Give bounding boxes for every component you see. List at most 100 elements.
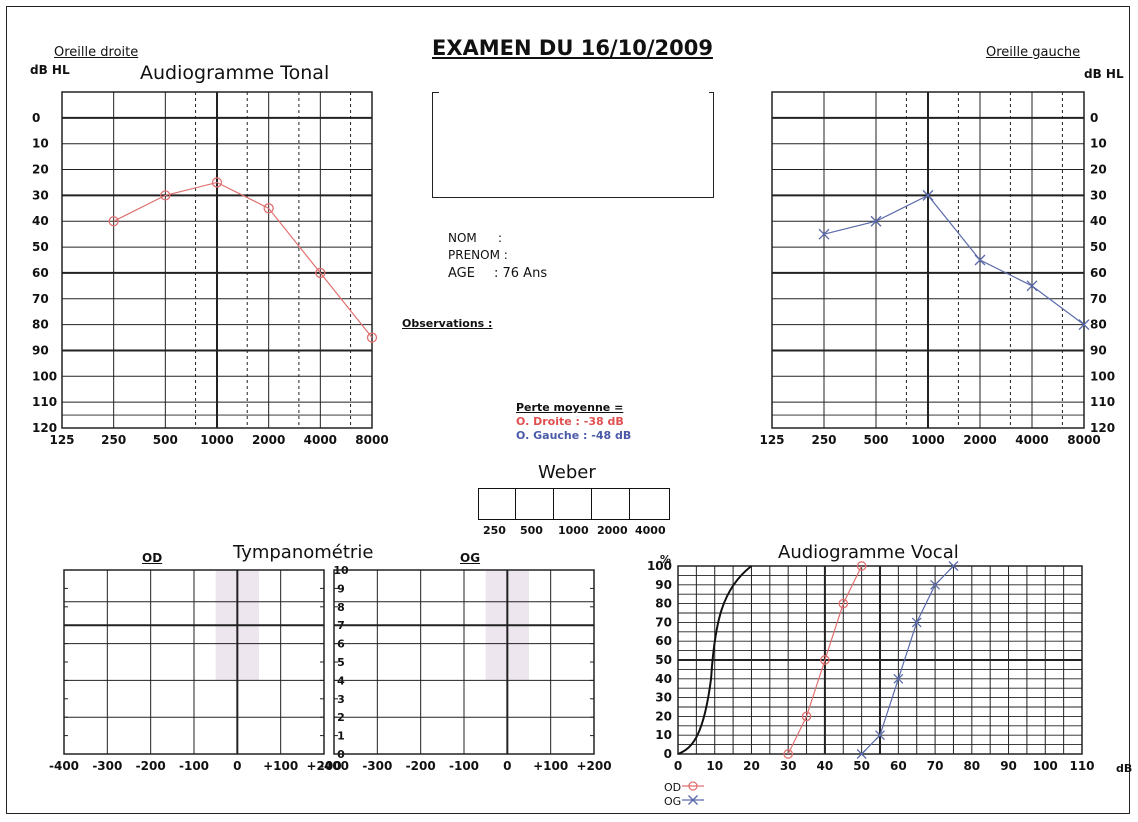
od-ytick-10: 10 <box>32 137 49 151</box>
weber-freq-1000: 1000 <box>558 524 589 537</box>
og-xtick-1000: 1000 <box>911 433 944 447</box>
og-point-1000 <box>922 189 934 201</box>
od-tympano-xtick--100: -100 <box>179 759 209 773</box>
od-xtick-250: 250 <box>101 433 126 447</box>
vocal-OD-point-45 <box>838 598 849 609</box>
weber-freq-500: 500 <box>520 524 543 537</box>
vocal-ytick-10: 10 <box>655 728 672 742</box>
og-ytick-110: 110 <box>1090 395 1115 409</box>
og-xtick-250: 250 <box>811 433 836 447</box>
weber-cell-500 <box>516 488 554 520</box>
og-ytick-10: 10 <box>1090 137 1107 151</box>
og-ytick-70: 70 <box>1090 292 1107 306</box>
vocal-OG-point-60 <box>893 673 904 684</box>
vocal-OD-point-50 <box>856 561 867 571</box>
od-ytick-60: 60 <box>32 266 49 280</box>
og-ytick-40: 40 <box>1090 214 1107 228</box>
vocal-xtick-10: 10 <box>706 759 723 773</box>
od-xtick-8000: 8000 <box>355 433 388 447</box>
og-xtick-2000: 2000 <box>963 433 996 447</box>
observations-label: Observations : <box>402 317 493 330</box>
vocal-OD-point-35 <box>801 711 812 722</box>
og-xtick-125: 125 <box>759 433 784 447</box>
perte-title: Perte moyenne = <box>516 401 624 414</box>
og-tympano-xtick--300: -300 <box>362 759 392 773</box>
od-xtick-2000: 2000 <box>252 433 285 447</box>
unit-left: dB HL <box>30 63 70 77</box>
legend-og-label: OG <box>664 795 682 808</box>
tympano-title: Tympanométrie <box>233 542 374 563</box>
od-tympano-ytick-3: 3 <box>337 693 345 706</box>
page-title: EXAMEN DU 16/10/2009 <box>432 36 713 60</box>
vocal-y-unit: % <box>660 553 672 566</box>
od-tympano-xtick-+200: +200 <box>306 759 341 773</box>
od-ytick-20: 20 <box>32 163 49 177</box>
vocal-xtick-110: 110 <box>1069 759 1094 773</box>
od-point-250 <box>108 216 119 227</box>
oreille-gauche-label: Oreille gauche <box>986 45 1081 60</box>
vocal-OD-point-30 <box>783 749 794 759</box>
vocal-xtick-100: 100 <box>1033 759 1058 773</box>
od-tympano-ytick-8: 8 <box>337 601 345 614</box>
vocal-xtick-40: 40 <box>817 759 834 773</box>
vocal-xtick-90: 90 <box>1000 759 1017 773</box>
legend-od-marker <box>688 781 698 791</box>
tympano-og-label: OG <box>460 551 481 565</box>
og-tympano-xtick-0: 0 <box>503 759 511 773</box>
od-ytick-80: 80 <box>32 318 49 332</box>
od-ytick-90: 90 <box>32 343 49 357</box>
od-point-4000 <box>315 267 326 279</box>
og-ytick-100: 100 <box>1090 369 1115 383</box>
vocal-xtick-70: 70 <box>927 759 944 773</box>
og-tympano-xtick--400: -400 <box>319 759 349 773</box>
vocal-OG-point-50 <box>856 749 867 759</box>
od-ytick-30: 30 <box>32 188 49 202</box>
od-tympano-xtick-+100: +100 <box>263 759 298 773</box>
od-xtick-1000: 1000 <box>200 433 233 447</box>
og-tympano-xtick-+200: +200 <box>576 759 611 773</box>
weber-cell-2000 <box>592 488 630 520</box>
od-tympano-xtick--200: -200 <box>136 759 166 773</box>
nom-sep: : <box>498 231 503 245</box>
weber-cell-1000 <box>554 488 592 520</box>
weber-title: Weber <box>538 462 596 483</box>
tympano-od-label: OD <box>142 551 163 565</box>
og-tympano-xtick--100: -100 <box>449 759 479 773</box>
legend-od-label: OD <box>664 781 682 794</box>
oreille-droite-label: Oreille droite <box>54 45 139 60</box>
age-value: : 76 Ans <box>494 266 548 281</box>
og-ytick-80: 80 <box>1090 318 1107 332</box>
od-point-1000 <box>211 177 223 188</box>
od-ytick-0: 0 <box>32 111 40 125</box>
age-label: AGE <box>448 266 475 281</box>
vocal-ytick-70: 70 <box>655 615 672 629</box>
weber-freq-4000: 4000 <box>635 524 666 537</box>
page-frame <box>6 6 1130 814</box>
perte-od: O. Droite : -38 dB <box>516 415 624 428</box>
og-tympano-xtick-+100: +100 <box>533 759 568 773</box>
unit-right: dB HL <box>1084 67 1124 81</box>
vocal-ytick-0: 0 <box>664 747 672 761</box>
og-tympano-xtick--200: -200 <box>406 759 436 773</box>
vocal-xtick-0: 0 <box>674 759 682 773</box>
od-series-line <box>113 181 373 338</box>
weber-freq-2000: 2000 <box>597 524 628 537</box>
vocal-xtick-30: 30 <box>780 759 797 773</box>
vocal-OG-point-55 <box>875 730 885 741</box>
vocal-reference-curve <box>677 565 753 755</box>
vocal-ytick-90: 90 <box>655 578 672 592</box>
prenom-label: PRENOM : <box>448 248 508 262</box>
od-tympano-ytick-9: 9 <box>337 582 345 595</box>
od-ytick-40: 40 <box>32 214 49 228</box>
legend-og-marker <box>688 795 698 805</box>
og-point-8000 <box>1078 319 1090 331</box>
vocal-series-line-OD <box>787 565 863 755</box>
vocal-ytick-60: 60 <box>655 634 672 648</box>
og-point-250 <box>818 228 830 240</box>
od-xtick-125: 125 <box>49 433 74 447</box>
vocal-OG-point-65 <box>911 617 922 628</box>
og-ytick-0: 0 <box>1090 111 1098 125</box>
tonal-title: Audiogramme Tonal <box>140 62 330 84</box>
od-xtick-4000: 4000 <box>304 433 337 447</box>
